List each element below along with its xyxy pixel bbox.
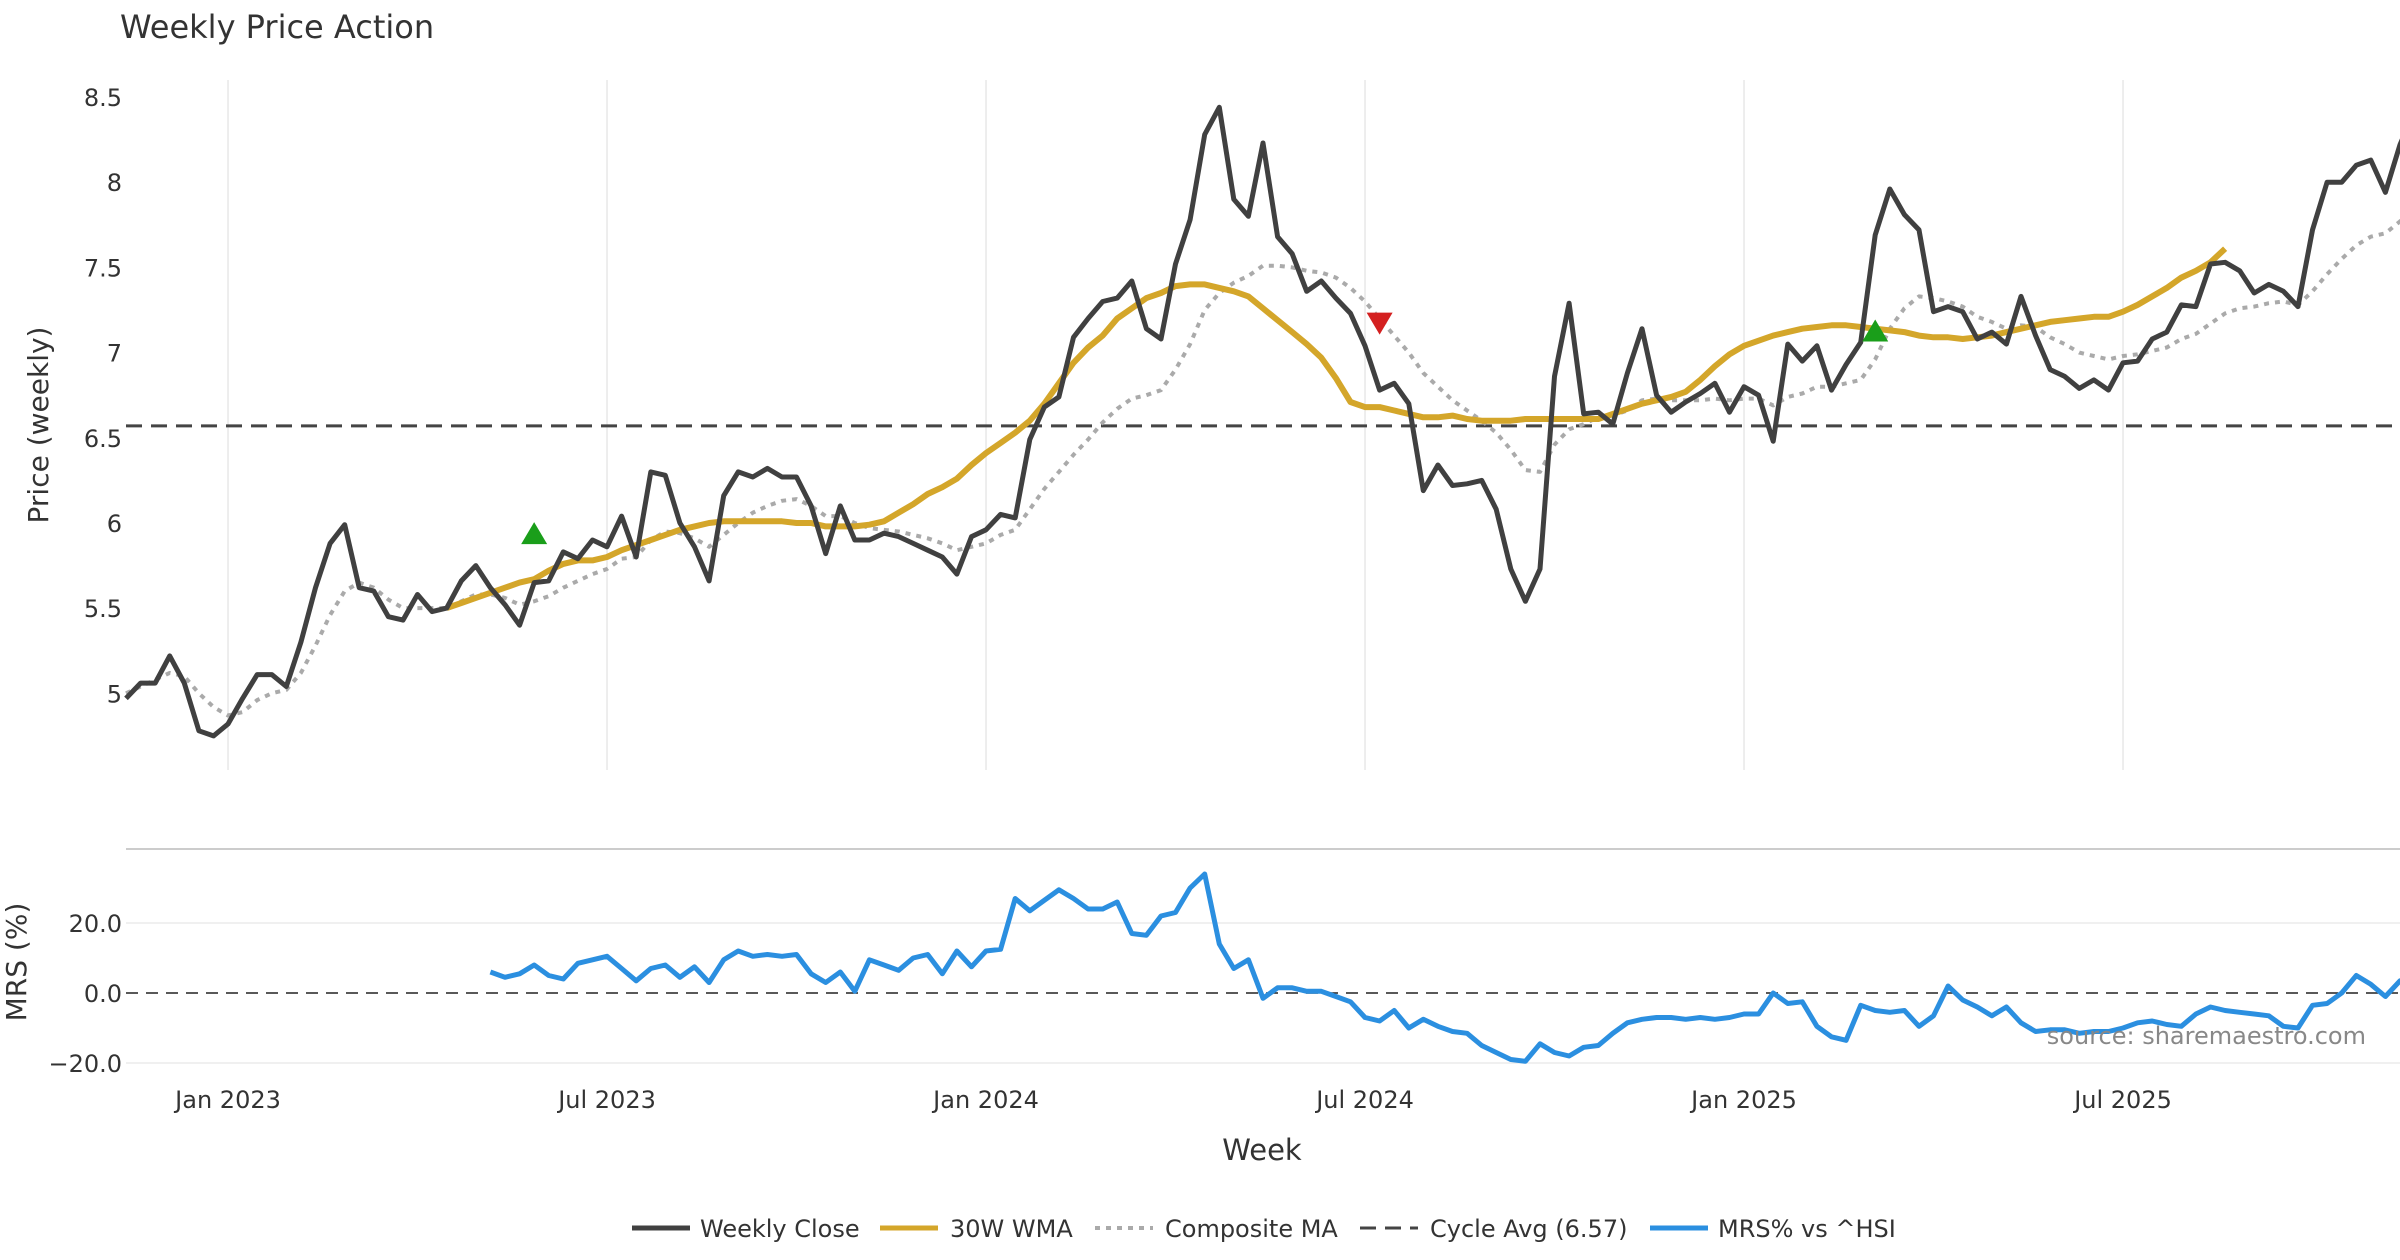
x-axis: Jan 2023 Jul 2023 Jan 2024 Jul 2024 Jan 2025… [173,1086,2172,1114]
mrs-y-tick-label: 20.0 [69,910,122,938]
weekly-close-line [124,104,2400,739]
x-tick-label: Jul 2024 [1314,1086,1414,1114]
buy-signal-marker [521,522,548,545]
x-tick-label: Jan 2023 [173,1086,281,1114]
signal-markers [521,312,1889,545]
mrs-line [489,871,2400,1064]
price-y-axis: 5 5.5 6 6.5 7 7.5 8 8.5 [84,84,122,708]
price-y-tick-label: 5 [107,680,122,708]
price-series-group [124,104,2400,739]
legend-label-weekly-close: Weekly Close [700,1215,860,1243]
chart-title: Weekly Price Action [120,8,434,46]
x-tick-label: Jan 2024 [931,1086,1039,1114]
buy-signal-marker [1862,319,1889,342]
source-watermark: source: sharemaestro.com [2047,1022,2366,1050]
mrs-y-tick-label: 0.0 [84,980,122,1008]
mrs-y-label: MRS (%) [0,903,33,1022]
price-y-tick-label: 5.5 [84,595,122,623]
x-tick-label: Jul 2023 [556,1086,656,1114]
mrs-series-group [489,871,2400,1064]
price-y-tick-label: 8 [107,169,122,197]
price-y-label: Price (weekly) [22,327,55,524]
price-y-tick-label: 6 [107,510,122,538]
price-y-tick-label: 6.5 [84,425,122,453]
price-y-tick-label: 7.5 [84,254,122,282]
mrs-grid [126,922,2400,1064]
legend-label-composite-ma: Composite MA [1165,1215,1338,1243]
legend-label-mrs: MRS% vs ^HSI [1718,1215,1896,1243]
mrs-y-tick-label: −20.0 [48,1050,122,1078]
x-axis-label: Week [1222,1133,1302,1167]
x-tick-label: Jan 2025 [1689,1086,1797,1114]
legend-label-cycle-avg: Cycle Avg (6.57) [1430,1215,1627,1243]
legend-label-30w-wma: 30W WMA [950,1215,1073,1243]
x-tick-label: Jul 2025 [2072,1086,2172,1114]
price-y-tick-label: 7 [107,340,122,368]
price-y-tick-label: 8.5 [84,84,122,112]
composite-ma-line [125,218,2400,718]
mrs-y-axis: −20.0 0.0 20.0 [48,910,122,1078]
wma-30w-line [445,246,2228,611]
sell-signal-marker [1366,312,1393,335]
legend: Weekly Close 30W WMA Composite MA Cycle … [632,1215,1896,1243]
